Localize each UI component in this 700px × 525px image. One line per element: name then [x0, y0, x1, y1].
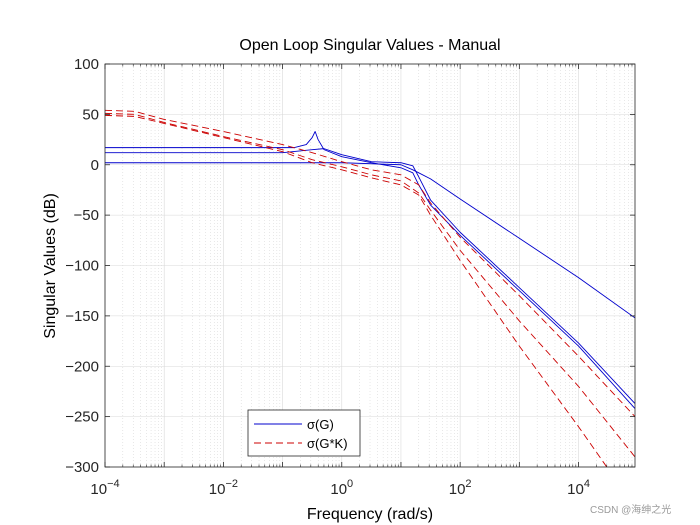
- y-tick-label: 0: [91, 157, 99, 174]
- y-tick-label: −300: [65, 459, 99, 476]
- y-tick-label: −250: [65, 409, 99, 426]
- y-tick-label: −200: [65, 358, 99, 375]
- y-tick-label: 100: [74, 56, 99, 73]
- singular-values-chart: 100500−50−100−150−200−250−300 10−4 10−2 10…: [0, 0, 700, 525]
- y-tick-label: −50: [74, 207, 99, 224]
- legend-label-sigma-g: σ(G): [307, 417, 334, 432]
- y-tick-label: −100: [65, 258, 99, 275]
- y-axis-label: Singular Values (dB): [42, 193, 59, 339]
- watermark: CSDN @海绅之光: [590, 503, 671, 516]
- chart-title: Open Loop Singular Values - Manual: [239, 37, 500, 54]
- y-tick-label: −150: [65, 308, 99, 325]
- x-axis-label: Frequency (rad/s): [307, 506, 433, 523]
- y-tick-label: 50: [82, 106, 99, 123]
- legend: σ(G) σ(G*K): [248, 410, 360, 456]
- legend-label-sigma-gk: σ(G*K): [307, 436, 348, 451]
